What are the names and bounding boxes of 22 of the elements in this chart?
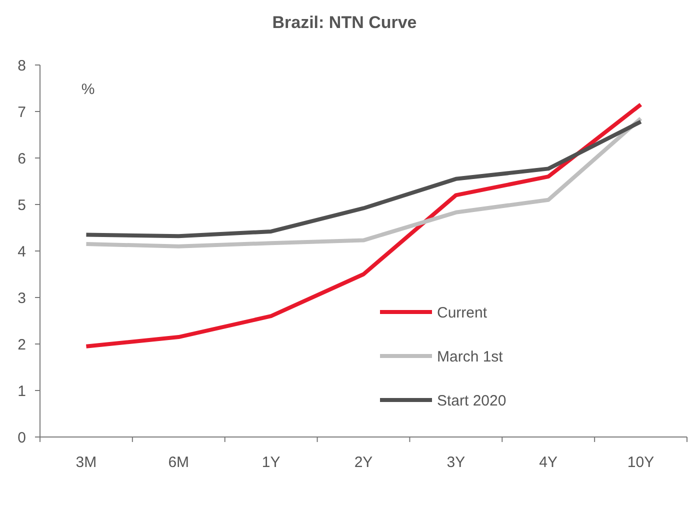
y-tick-label: 4: [18, 243, 26, 260]
x-tick-label: 4Y: [539, 454, 558, 471]
legend-label: Current: [437, 304, 488, 322]
x-tick-label: 1Y: [262, 454, 280, 471]
line-series: [84, 102, 643, 348]
legend-label: Start 2020: [437, 392, 506, 410]
x-tick-label: 6M: [168, 454, 190, 471]
x-tick-label: 2Y: [354, 454, 373, 471]
y-tick-label: 6: [18, 150, 26, 168]
y-tick-label: 7: [18, 104, 26, 121]
y-tick-label: 3: [18, 290, 26, 307]
x-tick-label: 10Y: [627, 454, 654, 471]
legend-label: March 1st: [437, 348, 504, 366]
x-tick-label: 3M: [76, 454, 97, 471]
chart-title: Brazil: NTN Curve: [272, 13, 417, 32]
x-tick-label: 3Y: [446, 454, 466, 471]
y-tick-label: 5: [18, 196, 26, 214]
y-tick-label: 0: [18, 429, 26, 446]
y-tick-label: 1: [18, 382, 26, 400]
y-tick-label: 2: [18, 336, 26, 354]
y-tick-label: 8: [18, 57, 26, 74]
y-axis-title: %: [81, 81, 95, 98]
